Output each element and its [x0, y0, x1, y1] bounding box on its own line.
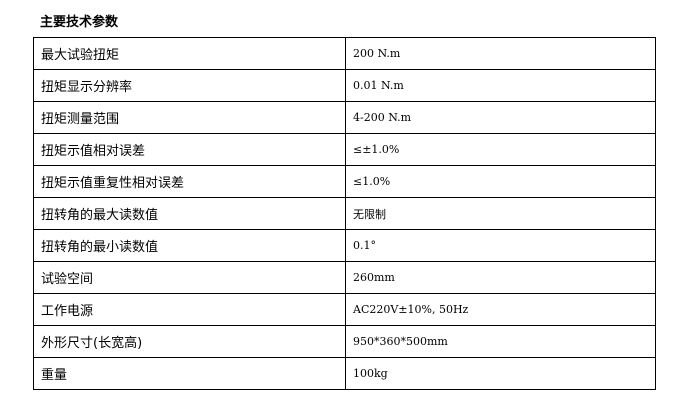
- spec-label: 扭矩测量范围: [33, 101, 346, 134]
- spec-table: 最大试验扭矩 200 N.m 扭矩显示分辨率 0.01 N.m 扭矩测量范围 4-200 …: [33, 37, 656, 390]
- table-row: 外形尺寸(长宽高) 950*360*500mm: [33, 325, 656, 358]
- spec-value: 无限制: [345, 197, 656, 230]
- spec-value: 0.1°: [345, 229, 656, 262]
- spec-label: 重量: [33, 357, 346, 390]
- spec-label: 扭矩示值重复性相对误差: [33, 165, 346, 198]
- table-row: 扭矩测量范围 4-200 N.m: [33, 101, 656, 134]
- spec-label: 最大试验扭矩: [33, 37, 346, 70]
- spec-value: 0.01 N.m: [345, 69, 656, 102]
- spec-value: 950*360*500mm: [345, 325, 656, 358]
- table-row: 扭矩显示分辨率 0.01 N.m: [33, 69, 656, 102]
- spec-label: 扭矩显示分辨率: [33, 69, 346, 102]
- spec-value: ≤1.0%: [345, 165, 656, 198]
- spec-value: 260mm: [345, 261, 656, 294]
- table-row: 重量 100kg: [33, 357, 656, 390]
- spec-value: 4-200 N.m: [345, 101, 656, 134]
- spec-label: 扭转角的最大读数值: [33, 197, 346, 230]
- table-row: 扭矩示值相对误差 ≤±1.0%: [33, 133, 656, 166]
- spec-value: ≤±1.0%: [345, 133, 656, 166]
- table-row: 试验空间 260mm: [33, 261, 656, 294]
- table-row: 扭转角的最小读数值 0.1°: [33, 229, 656, 262]
- section-title: 主要技术参数: [40, 15, 119, 30]
- table-row: 工作电源 AC220V±10%, 50Hz: [33, 293, 656, 326]
- spec-label: 试验空间: [33, 261, 346, 294]
- spec-value: 100kg: [345, 357, 656, 390]
- spec-label: 外形尺寸(长宽高): [33, 325, 346, 358]
- table-row: 扭矩示值重复性相对误差 ≤1.0%: [33, 165, 656, 198]
- table-row: 扭转角的最大读数值 无限制: [33, 197, 656, 230]
- spec-label: 扭转角的最小读数值: [33, 229, 346, 262]
- spec-value: AC220V±10%, 50Hz: [345, 293, 656, 326]
- table-row: 最大试验扭矩 200 N.m: [33, 37, 656, 70]
- spec-label: 扭矩示值相对误差: [33, 133, 346, 166]
- spec-value: 200 N.m: [345, 37, 656, 70]
- spec-label: 工作电源: [33, 293, 346, 326]
